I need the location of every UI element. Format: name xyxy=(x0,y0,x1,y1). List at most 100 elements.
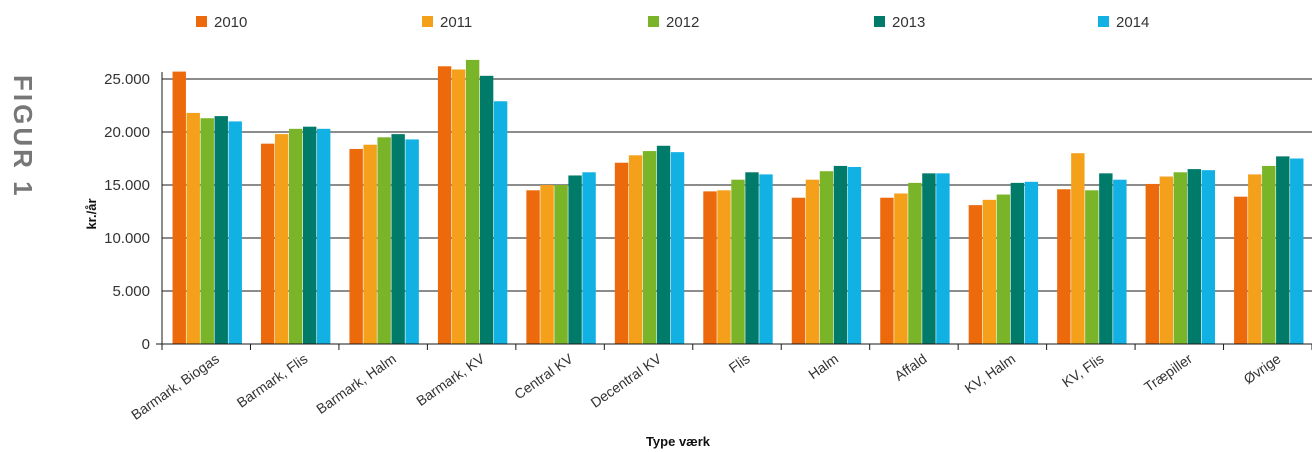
x-tick-label: KV, Halm xyxy=(962,350,1019,396)
bar xyxy=(731,179,745,344)
bar xyxy=(1159,176,1174,344)
bar xyxy=(922,173,936,344)
bar xyxy=(936,173,950,344)
bar xyxy=(996,194,1011,344)
legend-label: 2012 xyxy=(666,14,699,31)
bar xyxy=(288,128,303,344)
bar xyxy=(703,191,717,344)
legend-label: 2011 xyxy=(440,14,472,31)
bar xyxy=(405,139,419,344)
x-tick-label: Træpiller xyxy=(1141,350,1195,395)
bar xyxy=(526,190,540,344)
bar xyxy=(968,205,983,344)
bar xyxy=(349,148,363,344)
bar xyxy=(554,185,568,344)
bar xyxy=(847,166,862,344)
y-tick-label: 20.000 xyxy=(104,124,150,141)
bar xyxy=(1290,158,1304,344)
bar xyxy=(172,71,186,344)
bar xyxy=(908,182,922,344)
bar xyxy=(451,69,466,345)
bar xyxy=(1234,196,1248,344)
y-tick-label: 10.000 xyxy=(104,230,150,247)
legend-swatch xyxy=(196,16,207,27)
bar xyxy=(628,155,643,344)
y-tick-labels: 0 5.000 10.000 15.000 20.000 25.000 xyxy=(104,71,150,353)
bar xyxy=(540,185,554,344)
legend-swatch xyxy=(874,16,885,27)
bar xyxy=(186,112,200,344)
bar xyxy=(1099,173,1113,344)
bar xyxy=(302,126,317,344)
bar xyxy=(614,162,629,344)
bar xyxy=(791,197,806,344)
bar xyxy=(391,134,405,344)
bars xyxy=(172,59,1304,345)
figure-label-text: FIGUR 1 xyxy=(8,75,38,199)
x-tick-label: Flis xyxy=(726,350,753,376)
bar xyxy=(568,175,582,344)
bar xyxy=(1201,170,1216,344)
x-tick-label: Øvrige xyxy=(1241,350,1284,387)
bar xyxy=(377,137,391,344)
legend-swatch xyxy=(1098,16,1109,27)
bar xyxy=(1010,182,1025,344)
x-tick-label: Barmark, Biogas xyxy=(128,350,222,422)
bar xyxy=(363,144,377,344)
bar xyxy=(717,190,731,344)
legend-swatch xyxy=(422,16,433,27)
bar xyxy=(493,101,508,344)
bar xyxy=(805,179,820,344)
y-axis-title: kr./år xyxy=(84,198,99,229)
x-tick-label: Affald xyxy=(891,350,929,383)
bar xyxy=(759,174,773,344)
bar xyxy=(1113,179,1127,344)
legend-swatch xyxy=(648,16,659,27)
bar xyxy=(745,172,759,344)
bar xyxy=(819,171,834,344)
y-tick-label: 15.000 xyxy=(104,177,150,194)
legend-label: 2014 xyxy=(1116,14,1149,31)
bar xyxy=(200,118,214,344)
bar xyxy=(582,172,596,344)
bar xyxy=(1145,183,1160,344)
bar xyxy=(1276,156,1290,344)
bar xyxy=(1071,153,1085,344)
bar xyxy=(316,128,331,344)
bar xyxy=(1248,174,1262,344)
bar xyxy=(214,116,228,344)
bar xyxy=(1057,189,1071,344)
x-tick-label: Barmark, Halm xyxy=(313,350,399,417)
bar xyxy=(479,75,494,344)
bar xyxy=(1262,165,1276,344)
x-tick-label: Halm xyxy=(805,350,841,382)
bar xyxy=(894,193,908,344)
bar xyxy=(982,199,997,344)
x-tick-label: Central KV xyxy=(511,350,576,402)
bar xyxy=(880,197,894,344)
bar xyxy=(833,165,848,344)
bar xyxy=(465,59,480,345)
bar xyxy=(437,66,452,344)
x-tick-labels: Barmark, Biogas Barmark, Flis Barmark, Hal… xyxy=(128,350,1284,423)
y-tick-label: 5.000 xyxy=(112,283,150,300)
legend: 2010 2011 2012 2013 2014 xyxy=(196,14,1149,31)
bar xyxy=(228,121,242,345)
bar xyxy=(260,143,275,344)
x-tick-label: Barmark, Flis xyxy=(234,350,311,410)
axes xyxy=(156,72,1312,350)
legend-label: 2013 xyxy=(892,14,925,31)
bar xyxy=(670,152,685,344)
x-axis-title: Type værk xyxy=(646,434,711,449)
figure-label: FIGUR 1 xyxy=(8,75,38,199)
y-tick-label: 0 xyxy=(142,336,150,353)
bar xyxy=(642,151,657,344)
bar xyxy=(1024,181,1039,344)
bar xyxy=(656,145,671,344)
legend-label: 2010 xyxy=(214,14,247,31)
x-tick-label: Barmark, KV xyxy=(413,350,488,409)
bar xyxy=(1085,190,1099,344)
y-tick-label: 25.000 xyxy=(104,71,150,88)
bar xyxy=(274,134,289,344)
